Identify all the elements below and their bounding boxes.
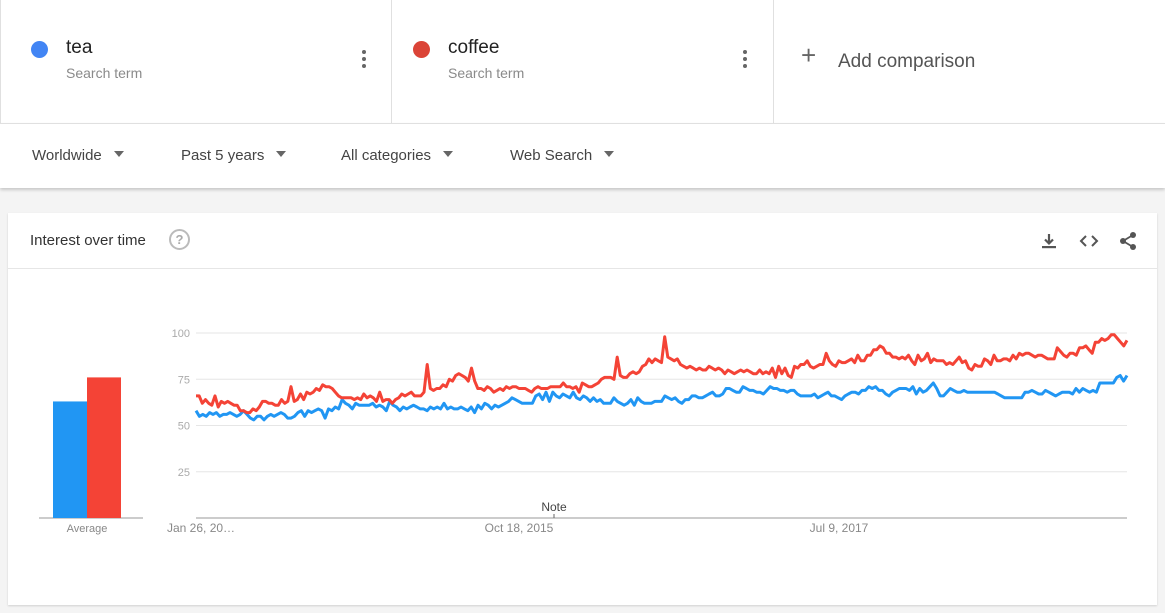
help-icon[interactable]: ? (169, 229, 190, 250)
term-name-tea[interactable]: tea (66, 37, 93, 58)
search-type-label: Web Search (510, 147, 593, 164)
time-range-dropdown[interactable]: Past 5 years (181, 147, 287, 164)
series-line-coffee (196, 333, 1129, 415)
average-label: Average (67, 523, 108, 535)
term-color-dot-tea (31, 41, 48, 58)
term-color-dot-coffee (413, 41, 430, 58)
chevron-down-icon (276, 151, 287, 157)
term-name-coffee[interactable]: coffee (448, 37, 500, 58)
chevron-down-icon (443, 151, 454, 157)
average-bar-tea (53, 401, 87, 518)
embed-icon[interactable] (1078, 231, 1100, 251)
card-header: Interest over time ? (8, 213, 1157, 269)
y-tick-label: 75 (178, 374, 190, 386)
share-icon[interactable] (1118, 231, 1138, 251)
interest-chart: 25 50 75 100 Average Jan 26, 20… Oct 18, 2015 J… (39, 328, 1129, 535)
category-dropdown[interactable]: All categories (341, 147, 454, 164)
add-comparison-label: Add comparison (838, 51, 976, 72)
term-subtitle-tea: Search term (66, 65, 143, 81)
filter-bar: Worldwide Past 5 years All categories We… (0, 123, 1165, 188)
region-dropdown[interactable]: Worldwide (32, 147, 124, 164)
category-label: All categories (341, 147, 432, 164)
average-bar-coffee (87, 377, 121, 518)
card-title: Interest over time (30, 232, 146, 249)
y-tick-label: 100 (172, 328, 190, 340)
add-comparison-button[interactable]: + Add comparison (774, 0, 1165, 123)
term-subtitle-coffee: Search term (448, 65, 525, 81)
y-tick-label: 50 (178, 421, 190, 433)
y-tick-label: 25 (178, 467, 190, 479)
search-type-dropdown[interactable]: Web Search (510, 147, 615, 164)
download-icon[interactable] (1039, 231, 1059, 251)
chevron-down-icon (113, 151, 124, 157)
more-options-icon[interactable] (362, 50, 366, 71)
search-terms-bar: tea Search term coffee Search term + Add… (0, 0, 1165, 123)
note-label: Note (541, 500, 567, 514)
search-term-card-tea[interactable]: tea Search term (0, 0, 392, 123)
plus-icon: + (801, 40, 817, 70)
region-label: Worldwide (32, 147, 102, 164)
series-line-tea (194, 374, 1129, 422)
chevron-down-icon (604, 151, 615, 157)
x-tick-label: Oct 18, 2015 (485, 521, 554, 535)
time-range-label: Past 5 years (181, 147, 265, 164)
more-options-icon[interactable] (743, 50, 747, 71)
search-term-card-coffee[interactable]: coffee Search term (390, 0, 774, 123)
x-tick-label: Jan 26, 20… (167, 521, 235, 535)
interest-over-time-card: Interest over time ? 25 50 75 100 Average Jan… (8, 213, 1157, 605)
x-tick-label: Jul 9, 2017 (810, 521, 869, 535)
